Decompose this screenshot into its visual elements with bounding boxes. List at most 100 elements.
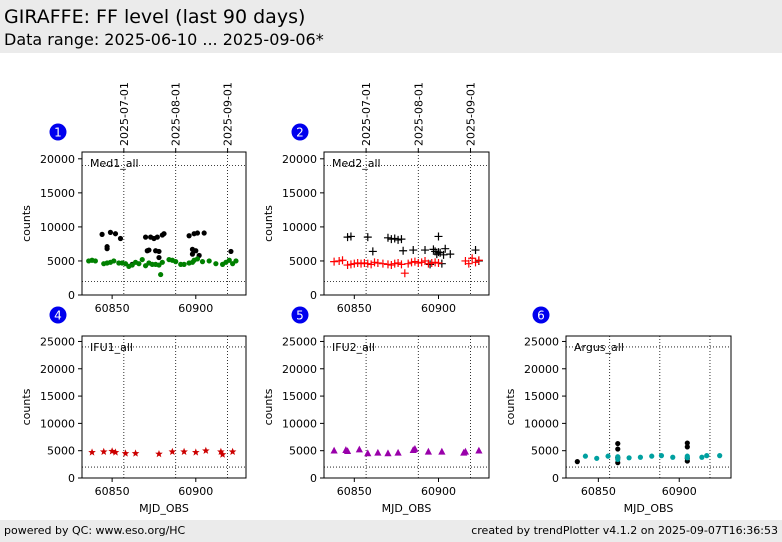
data-point <box>374 448 382 456</box>
data-point <box>159 259 165 265</box>
data-point <box>383 260 392 269</box>
y-tick-label: 0 <box>68 289 75 302</box>
data-point <box>343 261 352 270</box>
data-point <box>173 259 179 265</box>
data-point <box>670 454 676 460</box>
data-point <box>180 447 188 456</box>
data-point <box>432 250 441 259</box>
y-axis-label: counts <box>504 388 517 425</box>
x-tick-label: 60900 <box>421 485 456 498</box>
data-point <box>199 259 206 265</box>
data-point <box>436 248 445 257</box>
data-point <box>404 259 413 268</box>
data-point <box>136 261 142 267</box>
panel-label: Med2_all <box>332 157 381 170</box>
data-point <box>399 246 408 255</box>
data-point <box>99 447 108 456</box>
report-header: GIRAFFE: FF level (last 90 days) Data ra… <box>0 0 782 53</box>
axes-frame <box>565 335 732 479</box>
y-tick-label: 10000 <box>40 417 75 430</box>
y-tick-label: 5000 <box>289 445 317 458</box>
y-tick-label: 20000 <box>40 363 75 376</box>
date-tick-label: 2025-09-01 <box>464 82 477 146</box>
panel-label: Med1_all <box>90 157 139 170</box>
data-point <box>431 258 440 267</box>
data-point <box>158 271 164 278</box>
data-point <box>394 448 402 456</box>
data-point <box>626 455 632 461</box>
date-tick-label: 2025-07-01 <box>118 82 131 146</box>
panel-badge <box>291 306 309 324</box>
data-point <box>156 254 162 261</box>
y-tick-label: 20000 <box>40 153 75 166</box>
y-tick-label: 10000 <box>524 417 559 430</box>
y-tick-label: 15000 <box>282 390 317 403</box>
data-point <box>446 250 455 259</box>
chart-panel-2: 2 2025-07-01 2025-08-01 2025-09-01 0 5000 1000… <box>262 82 490 315</box>
data-point <box>111 448 120 456</box>
data-point <box>400 269 409 278</box>
data-point <box>194 230 201 236</box>
data-point <box>364 449 372 457</box>
data-point <box>99 231 105 237</box>
data-point <box>335 256 344 265</box>
data-point <box>168 447 177 456</box>
data-point <box>574 459 580 465</box>
data-point <box>206 258 212 264</box>
data-point <box>189 251 196 257</box>
data-point <box>461 447 470 455</box>
data-point <box>181 261 187 267</box>
y-tick-label: 0 <box>310 289 317 302</box>
y-tick-label: 10000 <box>282 417 317 430</box>
data-point <box>378 259 387 268</box>
data-point <box>368 247 377 256</box>
data-point <box>139 256 145 263</box>
footer-generator: created by trendPlotter v4.1.2 on 2025-0… <box>471 524 778 537</box>
panel-label: Argus_all <box>574 341 624 354</box>
y-tick-label: 0 <box>310 472 317 485</box>
panel-badge-label: 1 <box>54 126 62 140</box>
data-point <box>343 447 352 455</box>
panel-badge <box>532 306 550 324</box>
axes-frame <box>81 151 247 296</box>
x-tick-label: 60900 <box>662 485 697 498</box>
data-point <box>684 444 690 450</box>
data-point <box>373 258 382 267</box>
data-point <box>370 258 379 267</box>
data-point <box>637 454 644 460</box>
data-point <box>426 260 435 269</box>
y-tick-label: 25000 <box>40 335 75 348</box>
x-tick-label: 60900 <box>421 302 456 315</box>
data-point <box>471 258 480 267</box>
data-point <box>684 455 690 461</box>
data-point <box>186 233 192 239</box>
x-tick-label: 60850 <box>337 485 372 498</box>
data-point <box>193 248 199 254</box>
data-point <box>424 447 432 455</box>
y-tick-label: 15000 <box>524 390 559 403</box>
data-point <box>471 246 480 255</box>
data-point <box>684 440 690 446</box>
axes-frame <box>323 151 490 296</box>
chart-panel-1: 1 2025-07-01 2025-08-01 2025-09-01 0 5000 1000… <box>20 82 247 315</box>
data-point <box>233 258 239 264</box>
data-point <box>605 453 611 459</box>
data-point <box>155 449 163 458</box>
data-point <box>202 446 210 454</box>
data-point <box>111 258 117 264</box>
data-point <box>699 454 705 460</box>
x-axis-label: MJD_OBS <box>382 502 432 515</box>
data-point <box>474 256 483 265</box>
y-tick-label: 5000 <box>47 255 75 268</box>
data-point <box>717 453 723 459</box>
report-subtitle: Data range: 2025-06-10 ... 2025-09-06* <box>4 30 324 49</box>
x-tick-label: 60900 <box>178 485 213 498</box>
data-point <box>363 259 372 268</box>
data-point <box>441 244 450 253</box>
y-axis-label: counts <box>20 205 33 242</box>
y-tick-label: 15000 <box>40 187 75 200</box>
data-point <box>108 447 116 455</box>
data-point <box>582 453 589 459</box>
y-tick-label: 0 <box>552 472 559 485</box>
data-point <box>131 449 140 457</box>
